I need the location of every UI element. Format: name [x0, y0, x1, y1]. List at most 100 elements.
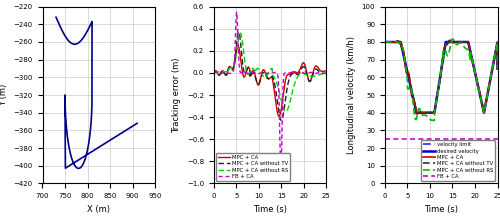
velocity limit: [428, 5, 434, 8]
MPC + CA without RS: [210, 70, 216, 73]
Y-axis label: Tracking error (m): Tracking error (m): [172, 57, 182, 133]
MPC + CA without TV: [432, 110, 438, 113]
Line: desired velocity: desired velocity: [385, 42, 498, 113]
FB + CA: [459, 138, 465, 141]
MPC + CA without RS: [394, 40, 400, 43]
MPC + CA without TV: [494, 67, 500, 70]
Y-axis label: Longitudinal velocity (km/h): Longitudinal velocity (km/h): [347, 36, 356, 154]
MPC + CA without RS: [470, 62, 476, 64]
desired velocity: [460, 41, 466, 43]
FB + CA: [470, 138, 476, 141]
MPC + CA without RS: [256, 68, 262, 71]
MPC + CA without TV: [210, 72, 216, 74]
Line: MPC + CA: MPC + CA: [214, 45, 326, 116]
FB + CA: [472, 138, 478, 141]
desired velocity: [414, 111, 420, 114]
FB + CA: [234, 11, 239, 13]
MPC + CA: [276, 115, 282, 117]
MPC + CA: [414, 112, 420, 115]
MPC + CA without TV: [256, 81, 262, 84]
velocity limit: [470, 5, 476, 8]
MPC + CA: [472, 71, 478, 74]
FB + CA: [428, 138, 434, 141]
X-axis label: Time (s): Time (s): [253, 205, 287, 214]
MPC + CA without RS: [494, 67, 500, 70]
MPC + CA: [301, 62, 307, 64]
MPC + CA without RS: [238, 32, 244, 34]
MPC + CA without RS: [432, 110, 438, 112]
Line: MPC + CA without RS: MPC + CA without RS: [214, 33, 326, 112]
MPC + CA: [494, 67, 500, 70]
FB + CA: [278, 171, 284, 174]
MPC + CA without RS: [472, 71, 478, 74]
FB + CA: [260, 71, 266, 74]
MPC + CA: [235, 44, 241, 47]
X-axis label: Time (s): Time (s): [424, 205, 458, 214]
MPC + CA: [432, 110, 438, 113]
FB + CA: [222, 71, 228, 74]
MPC + CA without TV: [236, 31, 242, 34]
MPC + CA: [447, 39, 453, 42]
MPC + CA without TV: [298, 67, 304, 70]
MPC + CA without TV: [447, 39, 453, 42]
FB + CA: [301, 72, 307, 74]
velocity limit: [382, 5, 388, 8]
desired velocity: [432, 110, 438, 113]
MPC + CA without TV: [394, 40, 400, 43]
MPC + CA: [428, 111, 434, 114]
velocity limit: [459, 5, 465, 8]
MPC + CA without TV: [460, 41, 466, 43]
MPC + CA without TV: [428, 111, 434, 114]
MPC + CA: [382, 41, 388, 43]
MPC + CA without RS: [460, 44, 466, 46]
velocity limit: [432, 5, 438, 8]
desired velocity: [394, 41, 400, 43]
FB + CA: [298, 71, 304, 74]
MPC + CA without RS: [222, 70, 228, 73]
FB + CA: [382, 138, 388, 141]
desired velocity: [382, 41, 388, 43]
Line: MPC + CA: MPC + CA: [385, 40, 498, 114]
MPC + CA without RS: [282, 110, 288, 113]
MPC + CA without TV: [278, 119, 284, 122]
FB + CA: [494, 138, 500, 141]
X-axis label: X (m): X (m): [88, 205, 110, 214]
FB + CA: [210, 72, 216, 74]
Legend: MPC + CA, MPC + CA without TV, MPC + CA without RS, FB + CA: MPC + CA, MPC + CA without TV, MPC + CA …: [216, 153, 290, 181]
Y-axis label: Y (m): Y (m): [0, 84, 8, 106]
MPC + CA without TV: [260, 71, 266, 74]
desired velocity: [472, 70, 478, 73]
MPC + CA without RS: [432, 119, 438, 122]
MPC + CA without TV: [301, 65, 307, 68]
MPC + CA: [324, 69, 330, 72]
MPC + CA without RS: [428, 118, 434, 121]
MPC + CA: [288, 72, 294, 75]
MPC + CA without TV: [288, 73, 294, 76]
MPC + CA: [222, 73, 228, 76]
Legend: velocity limit, desired velocity, MPC + CA, MPC + CA without TV, MPC + CA withou: velocity limit, desired velocity, MPC + …: [421, 141, 495, 181]
MPC + CA without TV: [414, 112, 420, 115]
Line: FB + CA: FB + CA: [214, 12, 326, 172]
MPC + CA without TV: [382, 41, 388, 43]
Line: MPC + CA without TV: MPC + CA without TV: [214, 32, 326, 120]
MPC + CA: [210, 72, 216, 74]
MPC + CA without RS: [298, 72, 304, 75]
velocity limit: [472, 5, 478, 8]
MPC + CA without RS: [301, 72, 307, 74]
Line: MPC + CA without TV: MPC + CA without TV: [385, 40, 498, 114]
MPC + CA: [298, 64, 304, 66]
velocity limit: [394, 5, 400, 8]
desired velocity: [494, 67, 500, 70]
MPC + CA without TV: [472, 71, 478, 74]
FB + CA: [256, 72, 262, 75]
MPC + CA: [470, 62, 476, 65]
MPC + CA without TV: [470, 62, 476, 65]
MPC + CA without RS: [324, 72, 330, 74]
MPC + CA without TV: [222, 73, 228, 76]
MPC + CA: [260, 68, 266, 71]
MPC + CA without RS: [260, 75, 266, 78]
MPC + CA without RS: [288, 95, 294, 98]
FB + CA: [288, 71, 294, 74]
desired velocity: [428, 111, 434, 114]
MPC + CA: [394, 40, 400, 43]
